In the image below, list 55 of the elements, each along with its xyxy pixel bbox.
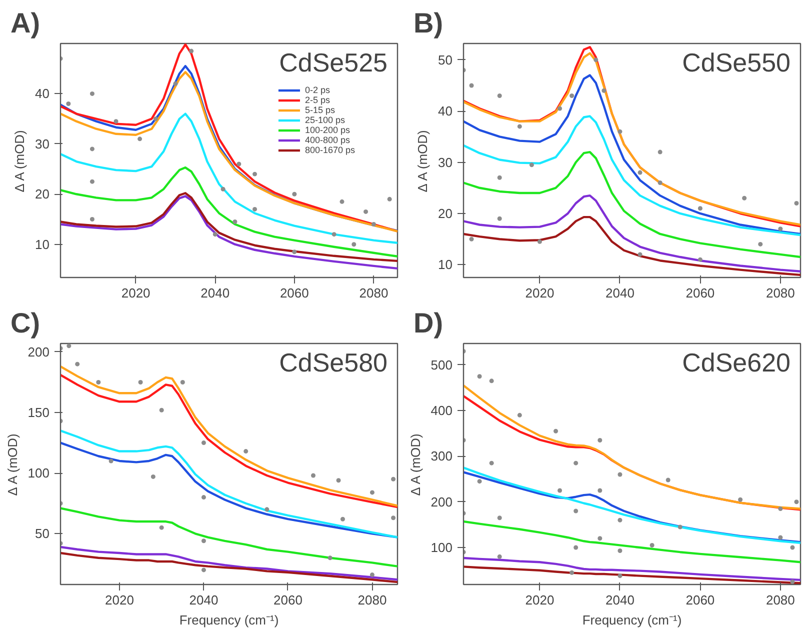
text: A) (10, 8, 40, 38)
x-tick-label: 2060 (274, 592, 302, 608)
y-tick-label: 10 (35, 236, 50, 252)
y-tick-label: 500 (430, 357, 453, 372)
legend-label: 5-15 ps (304, 105, 335, 115)
x-tick-label: 2040 (606, 592, 634, 608)
x-tick-label: 2020 (121, 286, 150, 300)
x-tick-label: 2080 (358, 592, 387, 608)
text: C) (10, 308, 40, 338)
legend-label: 2-5 ps (304, 95, 330, 105)
x-tick-label: 2060 (280, 286, 309, 300)
y-tick-label: 200 (28, 344, 50, 360)
x-tick-label: 2040 (200, 286, 230, 300)
x-tick-label: 2040 (606, 286, 634, 300)
y-tick-label: 100 (430, 540, 453, 556)
x-axis-title: Frequency (cm⁻¹) (179, 612, 279, 628)
y-axis-title: Δ A (mOD) (415, 130, 430, 192)
x-tick-label: 2080 (766, 592, 795, 608)
y-axis-title: Δ A (mOD) (12, 130, 28, 192)
y-tick-label: 150 (28, 405, 50, 420)
y-tick-label: 200 (430, 494, 453, 510)
y-axis-title: Δ A (mOD) (4, 434, 20, 496)
y-tick-label: 400 (430, 403, 453, 418)
y-tick-label: 40 (35, 86, 50, 102)
y-tick-label: 100 (28, 466, 50, 481)
x-tick-label: 2060 (686, 592, 715, 608)
legend-label: 400-800 ps (304, 135, 350, 145)
legend-label: 100-200 ps (304, 125, 350, 135)
x-tick-label: 2060 (686, 286, 715, 300)
chart-title: CdSe620 (682, 348, 791, 378)
x-tick-label: 2040 (189, 592, 218, 608)
x-tick-label: 2080 (359, 286, 388, 300)
text: D) (414, 308, 444, 338)
y-tick-label: 30 (35, 136, 50, 152)
y-tick-label: 50 (35, 526, 50, 542)
y-tick-label: 30 (438, 154, 453, 170)
y-tick-label: 20 (35, 186, 50, 202)
x-tick-label: 2020 (525, 286, 554, 300)
legend-label: 25-100 ps (304, 115, 345, 125)
chart-title: CdSe525 (279, 48, 388, 78)
y-axis-title: Δ A (mOD) (408, 434, 423, 496)
x-tick-label: 2020 (105, 592, 134, 608)
y-tick-label: 10 (438, 257, 453, 272)
chart-title: CdSe550 (682, 48, 791, 78)
legend-label: 800-1670 ps (304, 145, 355, 155)
chart-title: CdSe580 (279, 348, 388, 378)
legend-label: 0-2 ps (304, 85, 330, 95)
x-axis-title: Frequency (cm⁻¹) (582, 612, 682, 628)
x-tick-label: 2080 (766, 286, 795, 300)
x-tick-label: 2020 (525, 592, 554, 608)
y-tick-label: 50 (438, 52, 453, 68)
y-tick-label: 20 (438, 206, 453, 221)
y-tick-label: 40 (438, 104, 453, 119)
y-tick-label: 300 (430, 448, 453, 464)
text: B) (414, 8, 444, 38)
